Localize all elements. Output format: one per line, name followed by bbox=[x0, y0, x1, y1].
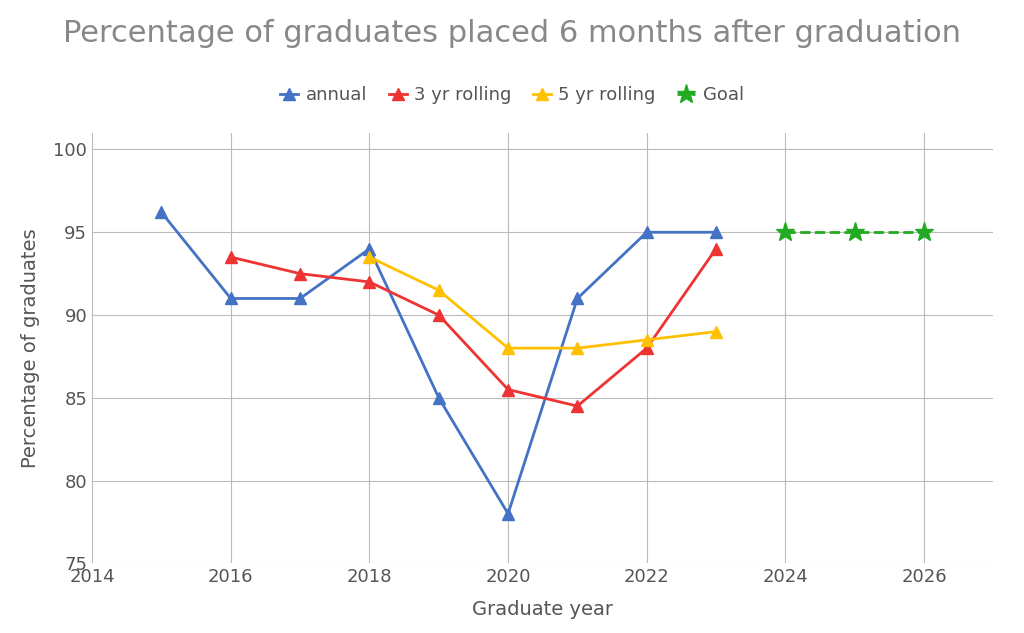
Legend: annual, 3 yr rolling, 5 yr rolling, Goal: annual, 3 yr rolling, 5 yr rolling, Goal bbox=[273, 78, 751, 111]
X-axis label: Graduate year: Graduate year bbox=[472, 600, 613, 619]
Text: Percentage of graduates placed 6 months after graduation: Percentage of graduates placed 6 months … bbox=[63, 19, 961, 48]
Y-axis label: Percentage of graduates: Percentage of graduates bbox=[20, 229, 40, 468]
